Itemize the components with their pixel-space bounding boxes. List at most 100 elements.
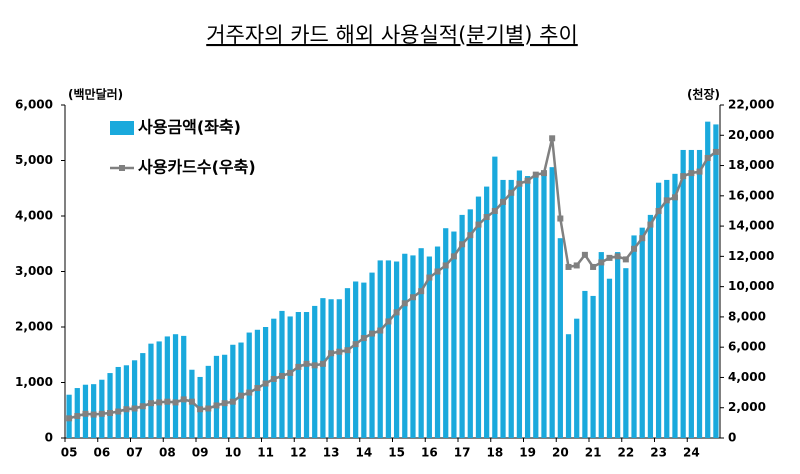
line-marker [139,403,146,410]
bar [631,235,637,438]
line-marker [344,347,351,354]
line-marker [475,221,482,228]
bar [582,290,588,438]
line-marker [483,214,490,221]
line-marker [401,300,408,307]
line-marker [303,360,310,367]
bar [508,179,514,439]
line-marker [74,413,81,420]
bar [590,295,596,438]
line-marker [147,400,154,407]
line-marker [491,207,498,214]
bar [533,172,539,438]
line-marker [172,399,179,406]
line-marker [336,348,343,355]
legend-label: 사용카드수(우축) [138,158,256,177]
bar [598,252,604,438]
line-marker [524,177,531,184]
bar [451,231,457,438]
bar [565,334,572,438]
bar [655,182,662,438]
line-marker [115,408,122,415]
bar [393,261,400,438]
bar [680,149,686,438]
bar [320,298,326,438]
bar [99,379,105,438]
bar [516,170,523,439]
line-marker [647,221,654,228]
y2-tick-label: 18,000 [728,158,774,172]
x-tick-label: 12 [290,446,307,460]
y-tick-label: 6,000 [15,98,53,112]
bar [623,268,629,438]
bar [91,384,97,438]
bar [353,281,359,438]
line-marker [287,369,294,376]
line-marker [663,197,670,204]
line-marker [238,392,245,399]
line-marker [156,399,163,406]
bar [115,366,121,438]
x-tick-label: 19 [519,446,536,460]
line-marker [557,215,564,222]
line-marker [221,400,228,407]
y2-tick-label: 22,000 [728,98,774,112]
x-tick-label: 22 [617,446,634,460]
bar [140,353,146,438]
x-tick-label: 08 [159,446,176,460]
line-marker [614,253,621,260]
bar [688,149,694,438]
line-marker [188,398,195,405]
bar [123,365,130,438]
line-marker [197,406,204,413]
bar [574,318,580,438]
bar [344,288,351,438]
line-marker [409,294,416,301]
bar [492,156,498,439]
legend-marker [119,165,125,171]
line-marker [712,148,719,155]
line-marker [377,327,384,334]
line-marker [213,402,220,409]
bar [164,336,170,438]
bar [312,305,318,438]
bar [328,299,334,438]
x-tick-label: 09 [192,446,209,460]
line-marker [393,309,400,316]
line-marker [500,198,507,205]
x-tick-label: 13 [323,446,340,460]
line-marker [590,263,597,270]
y-tick-label: 4,000 [15,209,53,223]
bar [475,196,482,438]
line-marker [205,405,212,412]
y2-tick-label: 14,000 [728,219,774,233]
y2-axis-label: (천장) [687,87,720,102]
bar [385,260,392,438]
x-tick-label: 06 [93,446,110,460]
line-marker [704,154,711,161]
bar [303,312,310,438]
y2-tick-label: 0 [728,431,736,445]
line-marker [442,262,449,269]
x-tick-label: 21 [585,446,602,460]
bar [647,214,654,438]
line-marker [369,330,376,337]
line-marker [90,411,97,418]
bar [615,252,621,438]
line-marker [532,171,539,178]
y2-tick-label: 2,000 [728,400,766,414]
bar [524,176,531,439]
line-marker [270,375,277,382]
bar [107,373,113,438]
x-tick-label: 23 [650,446,667,460]
bar [402,253,408,438]
bar [246,332,252,438]
bar [696,149,703,438]
chart-title: 거주자의 카드 해외 사용실적(분기별) 추이 [206,23,578,47]
bar [639,227,645,438]
bar [500,179,506,439]
bar [672,173,678,438]
bar [254,329,261,438]
line-marker [246,389,253,396]
